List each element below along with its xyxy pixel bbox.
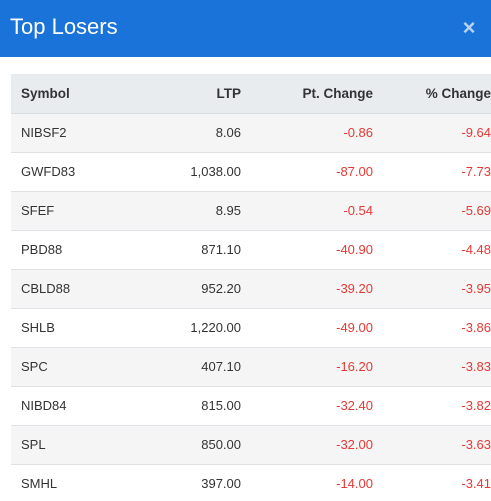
cell-pct-change: -4.48 (461, 242, 491, 257)
column-header-symbol[interactable]: Symbol (11, 74, 131, 114)
table-row[interactable]: SMHL 397.00 -14.00 -3.41 (11, 464, 491, 501)
table-row[interactable]: SPC 407.10 -16.20 -3.83 (11, 347, 491, 386)
table-body: NIBSF2 8.06 -0.86 -9.64 GWFD83 1,038.00 -87.00… (11, 113, 491, 501)
cell-symbol: CBLD88 (21, 281, 71, 296)
cell-pct-change: -3.83 (461, 359, 491, 374)
cell-ltp: 871.10 (201, 242, 241, 257)
losers-table-container: Symbol LTP Pt. Change % Change NIBSF2 8.0… (11, 74, 491, 501)
cell-pct-change: -3.86 (461, 320, 491, 335)
cell-pt-change: -49.00 (336, 320, 373, 335)
table-row[interactable]: NIBSF2 8.06 -0.86 -9.64 (11, 113, 491, 152)
table-row[interactable]: GWFD83 1,038.00 -87.00 -7.73 (11, 152, 491, 191)
table-header: Symbol LTP Pt. Change % Change (11, 74, 491, 114)
table-row[interactable]: CBLD88 952.20 -39.20 -3.95 (11, 269, 491, 308)
cell-pt-change: -32.40 (336, 398, 373, 413)
cell-pt-change: -16.20 (336, 359, 373, 374)
cell-ltp: 1,220.00 (190, 320, 241, 335)
cell-ltp: 850.00 (201, 437, 241, 452)
column-header-ltp[interactable]: LTP (131, 74, 253, 114)
cell-symbol: NIBD84 (21, 398, 67, 413)
cell-pct-change: -3.95 (461, 281, 491, 296)
cell-pt-change: -40.90 (336, 242, 373, 257)
table-row[interactable]: SHLB 1,220.00 -49.00 -3.86 (11, 308, 491, 347)
cell-pt-change: -87.00 (336, 164, 373, 179)
cell-pct-change: -3.41 (461, 476, 491, 491)
modal-title: Top Losers (10, 14, 118, 39)
cell-symbol: SPL (21, 437, 46, 452)
column-header-pt-change[interactable]: Pt. Change (253, 74, 385, 114)
cell-pt-change: -0.54 (343, 203, 373, 218)
cell-ltp: 952.20 (201, 281, 241, 296)
cell-pt-change: -0.86 (343, 125, 373, 140)
table-row[interactable]: PBD88 871.10 -40.90 -4.48 (11, 230, 491, 269)
table-row[interactable]: NIBD84 815.00 -32.40 -3.82 (11, 386, 491, 425)
cell-ltp: 407.10 (201, 359, 241, 374)
cell-pct-change: -3.82 (461, 398, 491, 413)
table-row[interactable]: SPL 850.00 -32.00 -3.63 (11, 425, 491, 464)
cell-pct-change: -3.63 (461, 437, 491, 452)
cell-pt-change: -32.00 (336, 437, 373, 452)
cell-ltp: 8.95 (215, 203, 241, 218)
cell-symbol: SMHL (21, 476, 58, 491)
cell-symbol: NIBSF2 (21, 125, 67, 140)
cell-symbol: SFEF (21, 203, 55, 218)
cell-pt-change: -39.20 (336, 281, 373, 296)
close-icon[interactable]: × (462, 15, 476, 40)
cell-pct-change: -7.73 (461, 164, 491, 179)
cell-pct-change: -9.64 (461, 125, 491, 140)
cell-ltp: 8.06 (215, 125, 241, 140)
cell-pct-change: -5.69 (461, 203, 491, 218)
table-row[interactable]: SFEF 8.95 -0.54 -5.69 (11, 191, 491, 230)
cell-ltp: 815.00 (201, 398, 241, 413)
header-row: Symbol LTP Pt. Change % Change (11, 74, 491, 114)
cell-pt-change: -14.00 (336, 476, 373, 491)
cell-symbol: GWFD83 (21, 164, 76, 179)
cell-ltp: 1,038.00 (190, 164, 241, 179)
cell-symbol: SHLB (21, 320, 55, 335)
column-header-pct-change[interactable]: % Change (385, 74, 491, 114)
cell-symbol: PBD88 (21, 242, 63, 257)
losers-table: Symbol LTP Pt. Change % Change NIBSF2 8.0… (11, 74, 491, 501)
modal-header: Top Losers × (0, 0, 491, 57)
cell-symbol: SPC (21, 359, 48, 374)
cell-ltp: 397.00 (201, 476, 241, 491)
